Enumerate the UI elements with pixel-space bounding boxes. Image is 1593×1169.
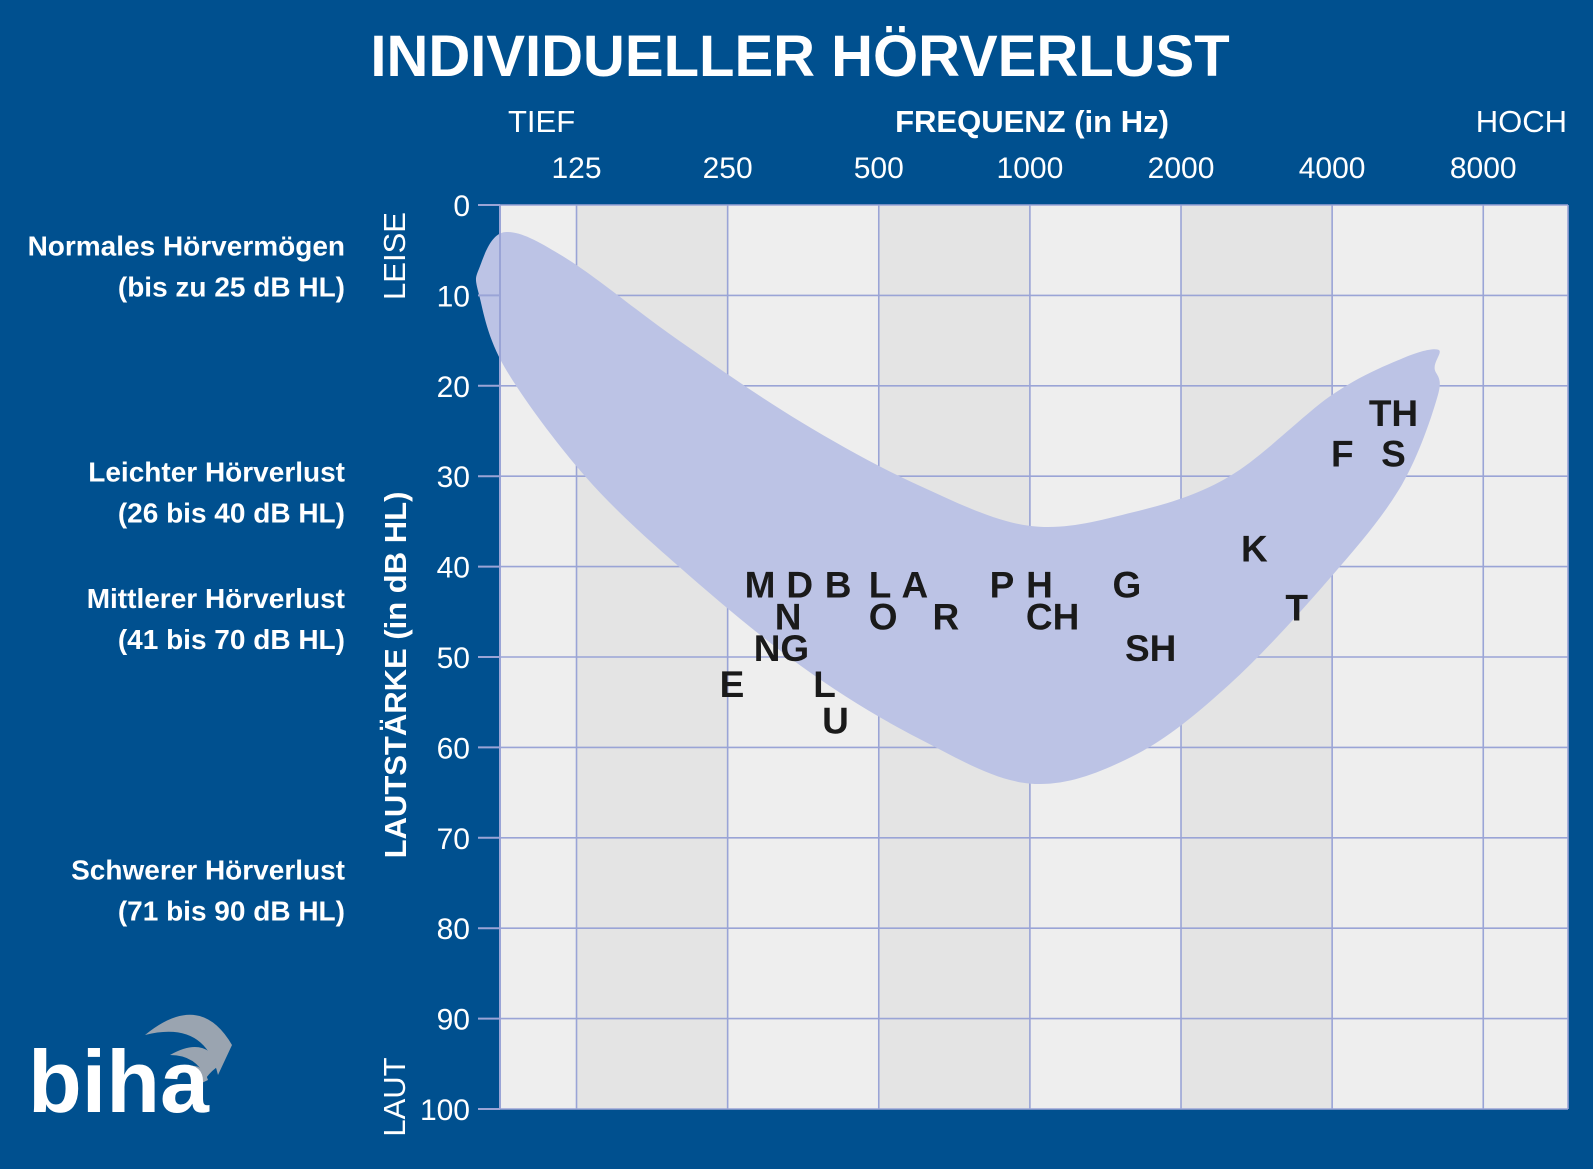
- category-range: (bis zu 25 dB HL): [118, 272, 345, 303]
- x-tick-label: 250: [703, 152, 753, 185]
- logo-swoosh-icon: [170, 1047, 220, 1078]
- phoneme-point: B: [825, 565, 852, 606]
- phoneme-point: SH: [1125, 628, 1176, 669]
- phoneme-point: L: [869, 565, 892, 606]
- phoneme-point: S: [1381, 434, 1406, 475]
- phoneme-point: K: [1241, 529, 1268, 570]
- y-axis-high-label: LAUT: [377, 1057, 412, 1136]
- x-tick-label: 500: [854, 152, 904, 185]
- category-name: Leichter Hörverlust: [88, 457, 345, 488]
- x-axis-label: FREQUENZ (in Hz): [895, 104, 1169, 139]
- logo-swoosh-icon: [145, 1014, 232, 1075]
- y-tick-label: 0: [453, 190, 470, 223]
- y-axis-low-label: LEISE: [377, 212, 412, 300]
- chart-title: INDIVIDUELLER HÖRVERLUST: [370, 24, 1229, 89]
- category-range: (41 bis 70 dB HL): [118, 624, 345, 655]
- x-tick-label: 2000: [1148, 152, 1215, 185]
- phoneme-point: N: [775, 596, 802, 637]
- phoneme-point: G: [1112, 565, 1141, 606]
- y-tick-label: 50: [437, 642, 470, 675]
- logo-text: biha: [28, 1032, 210, 1131]
- x-axis-low-label: TIEF: [508, 104, 575, 139]
- y-tick-label: 90: [437, 1004, 470, 1037]
- category-range: (71 bis 90 dB HL): [118, 895, 345, 926]
- category-name: Mittlerer Hörverlust: [87, 583, 345, 614]
- hearing-loss-categories: Normales Hörvermögen (bis zu 25 dB HL) Lei…: [28, 231, 345, 927]
- phoneme-point: TH: [1369, 393, 1418, 434]
- phoneme-point: L: [813, 664, 836, 705]
- x-tick-label: 1000: [997, 152, 1064, 185]
- y-tick-label: 70: [437, 823, 470, 856]
- category-range: (26 bis 40 dB HL): [118, 498, 345, 529]
- phoneme-point: T: [1285, 587, 1308, 628]
- phoneme-point: O: [869, 596, 898, 637]
- phoneme-point: D: [786, 565, 813, 606]
- x-tick-label: 4000: [1299, 152, 1366, 185]
- y-tick-label: 40: [437, 552, 470, 585]
- y-tick-label: 30: [437, 461, 470, 494]
- y-tick-label: 60: [437, 732, 470, 765]
- category-name: Schwerer Hörverlust: [71, 854, 345, 885]
- phoneme-point: NG: [754, 628, 810, 669]
- phoneme-point: H: [1026, 565, 1053, 606]
- y-tick-label: 100: [420, 1094, 470, 1127]
- phoneme-point: M: [745, 565, 776, 606]
- y-tick-label: 20: [437, 371, 470, 404]
- phoneme-point: R: [932, 596, 959, 637]
- logo-swoosh-icon: [182, 1065, 208, 1085]
- phoneme-point: CH: [1026, 596, 1079, 637]
- speech-banana-area: [475, 231, 1440, 785]
- phoneme-point: F: [1331, 434, 1354, 475]
- phoneme-point: A: [901, 565, 928, 606]
- phoneme-point: E: [720, 664, 745, 705]
- y-tick-label: 10: [437, 280, 470, 313]
- biha-logo: biha: [28, 1014, 232, 1131]
- x-tick-label: 125: [551, 152, 601, 185]
- x-axis-high-label: HOCH: [1476, 104, 1567, 139]
- x-tick-label: 8000: [1450, 152, 1517, 185]
- y-tick-label: 80: [437, 913, 470, 946]
- y-axis-label: LAUTSTÄRKE (in dB HL): [378, 492, 413, 859]
- category-name: Normales Hörvermögen: [28, 231, 345, 262]
- phoneme-point: U: [822, 700, 849, 741]
- phoneme-point: P: [990, 565, 1015, 606]
- axes: 0 10 20 30 40 50 60 70 80 90 100 125 250 500 1000 2000 4…: [420, 152, 1517, 1127]
